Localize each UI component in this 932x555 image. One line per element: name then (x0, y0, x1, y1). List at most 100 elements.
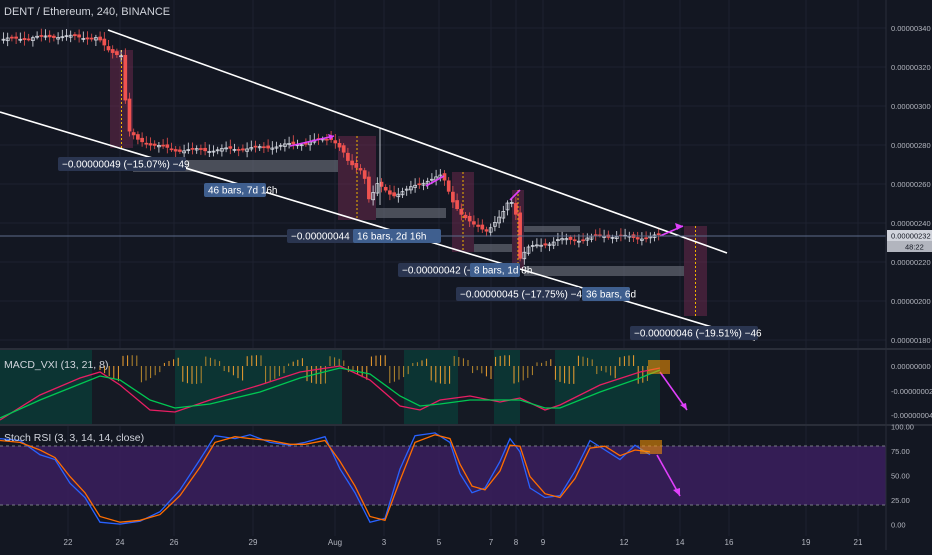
candle-body (211, 150, 216, 153)
candle-body (236, 149, 241, 151)
candle-body (304, 142, 308, 145)
candle-body (199, 148, 203, 150)
candle-body (228, 146, 233, 149)
macd-region (494, 350, 520, 424)
candle-body (148, 143, 153, 146)
candle-body (35, 35, 39, 38)
candle-body (220, 148, 224, 152)
candle-body (140, 137, 144, 143)
time-axis[interactable]: 22 24 26 29 Aug 3 5 7 8 9 12 14 16 19 21 (64, 538, 863, 547)
candle-body (497, 216, 501, 224)
candle-body (14, 36, 18, 39)
candle-body (379, 181, 384, 187)
range-bar (376, 208, 446, 218)
candle-body (232, 149, 237, 151)
candle-body (451, 191, 455, 203)
candle-body (644, 237, 648, 240)
candle-body (253, 145, 258, 148)
candle-body (110, 49, 115, 53)
candle-body (409, 186, 413, 191)
candle-body (543, 243, 548, 246)
candle-body (446, 180, 451, 192)
time-tick: Aug (328, 538, 342, 547)
arrow-path-1 (289, 135, 335, 147)
candle-body (245, 148, 249, 152)
arrow-heads (328, 134, 687, 496)
measure-change-1-box (58, 157, 186, 171)
stoch-k-line (0, 432, 651, 525)
candle-body (161, 144, 165, 147)
macd-signal-line (0, 367, 661, 419)
price-tick: 0.00000260 (891, 180, 931, 189)
time-tick: 24 (116, 538, 125, 547)
measure-bars-1: 46 bars, 7d 16h (208, 186, 278, 197)
candle-body (1, 38, 6, 41)
candle-body (635, 237, 640, 240)
stoch-tick: 100.00 (891, 422, 914, 431)
price-tick: 0.00000220 (891, 258, 931, 267)
candle-body (144, 142, 149, 145)
stoch-highlight (640, 440, 662, 454)
measure-change-3: −0.00000042 (− (402, 266, 473, 277)
measure-bars-3: 8 bars, 1d 8h (474, 266, 532, 277)
macd-axis: 0.00000000 -0.00000002 -0.00000004 (891, 362, 932, 420)
candle-body (362, 170, 367, 179)
candle-body (102, 38, 107, 46)
candle-body (539, 244, 543, 247)
measure-change-4: −0.00000045 (−17.75%) −45 (460, 290, 588, 301)
lower-trendline[interactable] (0, 111, 756, 341)
price-tick: 0.00000340 (891, 24, 931, 33)
macd-arrowhead (680, 403, 687, 410)
candle-body (509, 202, 514, 204)
measure-change-3-box (398, 263, 476, 277)
time-tick: 22 (64, 538, 73, 547)
price-axis[interactable]: 0.00000340 0.00000320 0.00000300 0.00000280… (887, 24, 932, 345)
candle-body (522, 251, 527, 260)
macd-projection-arrow (659, 371, 688, 411)
candle-body (94, 37, 98, 41)
interval-label: 240 (97, 6, 115, 18)
macd-region (175, 350, 342, 424)
measure-bars-3-box (470, 263, 520, 277)
time-tick: 29 (249, 538, 258, 547)
macd-indicator-label[interactable]: MACD_VXI (13, 21, 8) (4, 359, 108, 371)
candlestick-series (1, 28, 661, 265)
macd-highlight (648, 360, 670, 374)
candle-body (476, 224, 480, 227)
measure-bars-2-box (353, 229, 441, 243)
candle-body (10, 36, 14, 39)
candle-body (278, 144, 283, 147)
candle-body (375, 183, 380, 194)
candle-body (585, 237, 590, 241)
candle-body (64, 35, 69, 38)
candle-body (396, 193, 401, 198)
candle-body (640, 238, 644, 241)
candle-body (530, 245, 535, 247)
candle-body (194, 148, 199, 151)
current-price-value: 0.00000232 (891, 232, 931, 241)
macd-region (555, 350, 660, 424)
time-tick: 5 (437, 538, 442, 547)
candle-body (47, 34, 52, 38)
macd-background-regions (0, 350, 660, 424)
candle-body (266, 145, 270, 149)
price-tick: 0.00000300 (891, 102, 931, 111)
stoch-indicator-label[interactable]: Stoch RSI (3, 3, 14, 14, close) (4, 432, 144, 444)
candle-body (5, 37, 10, 42)
upper-trendline[interactable] (107, 29, 728, 254)
candle-body (392, 192, 396, 197)
candle-body (22, 38, 27, 41)
candle-body (472, 221, 476, 225)
price-tick: 0.00000240 (891, 219, 931, 228)
candle-body (404, 188, 409, 191)
time-tick: 16 (725, 538, 734, 547)
candle-body (535, 244, 539, 247)
stoch-d-line (0, 434, 651, 523)
macd-region (404, 350, 458, 424)
range-bar (524, 226, 580, 232)
candle-body (350, 160, 354, 166)
candle-body (480, 224, 485, 230)
time-tick: 9 (541, 538, 546, 547)
